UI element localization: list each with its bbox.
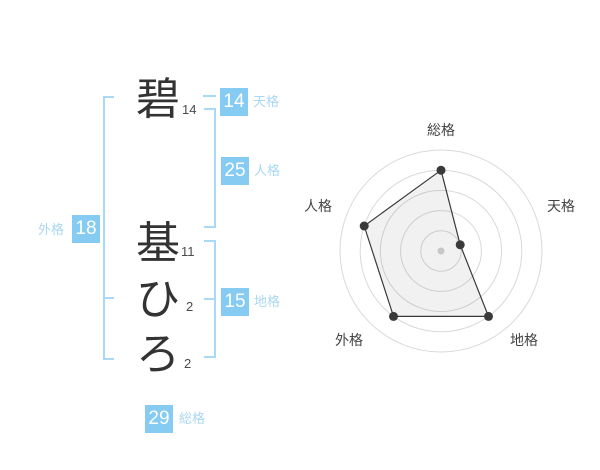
radar-data-point — [436, 165, 446, 175]
radar-data-point — [359, 221, 369, 231]
name-char-4: ろ — [136, 330, 180, 379]
radar-axis-label: 総格 — [427, 122, 455, 138]
stroke-count-1: 14 — [182, 102, 197, 117]
radar-data-point — [389, 311, 398, 321]
soukaku-label: 総格 — [179, 411, 206, 426]
radar-data-polygon — [363, 169, 490, 317]
radar-grid-ring — [420, 230, 462, 272]
gaikaku-bracket-line — [103, 96, 105, 360]
chikaku-bracket-hook-bottom — [204, 356, 216, 358]
tenkaku-label: 天格 — [253, 94, 280, 109]
jinkaku-bracket-line — [214, 108, 216, 228]
radar-data-point — [484, 311, 493, 321]
radar-grid-ring — [379, 189, 503, 313]
radar-data-point — [455, 240, 465, 250]
jinkaku-bracket-hook-bottom — [204, 226, 216, 228]
chikaku-bracket-hook-top — [204, 240, 216, 242]
soukaku-badge: 29 — [145, 405, 173, 433]
radar-grid-ring — [339, 149, 543, 353]
chikaku-badge: 15 — [221, 288, 249, 316]
name-char-3: ひ — [136, 275, 180, 324]
tenkaku-badge: 14 — [220, 88, 248, 116]
name-char-1: 碧 — [136, 75, 180, 124]
radar-grid-ring — [400, 210, 482, 292]
gaikaku-bracket-tick-top — [103, 96, 114, 98]
tenkaku-bracket-tick — [203, 95, 216, 97]
radar-axis-label: 人格 — [304, 198, 332, 214]
jinkaku-label: 人格 — [254, 163, 281, 178]
radar-chart: 総格天格地格 外格 人格 — [296, 116, 586, 386]
chikaku-label: 地格 — [254, 294, 281, 309]
stroke-count-3: 2 — [186, 299, 194, 314]
gaikaku-bracket-tick-bottom — [103, 358, 114, 360]
radar-axis-label: 天格 — [547, 198, 575, 214]
name-char-2: 基 — [136, 219, 180, 268]
radar-axis-label: 外格 — [335, 332, 363, 348]
radar-axis-label: 地格 — [510, 332, 538, 348]
jinkaku-bracket-hook-top — [204, 108, 216, 110]
stroke-count-2: 11 — [181, 244, 195, 259]
gaikaku-bracket-tick-mid — [103, 297, 114, 299]
radar-center-dot — [437, 247, 445, 255]
stroke-count-4: 2 — [184, 356, 192, 371]
gaikaku-badge: 18 — [72, 215, 100, 243]
chikaku-bracket-tick-mid — [204, 298, 216, 300]
jinkaku-badge: 25 — [221, 157, 249, 185]
gaikaku-label: 外格 — [38, 222, 65, 237]
